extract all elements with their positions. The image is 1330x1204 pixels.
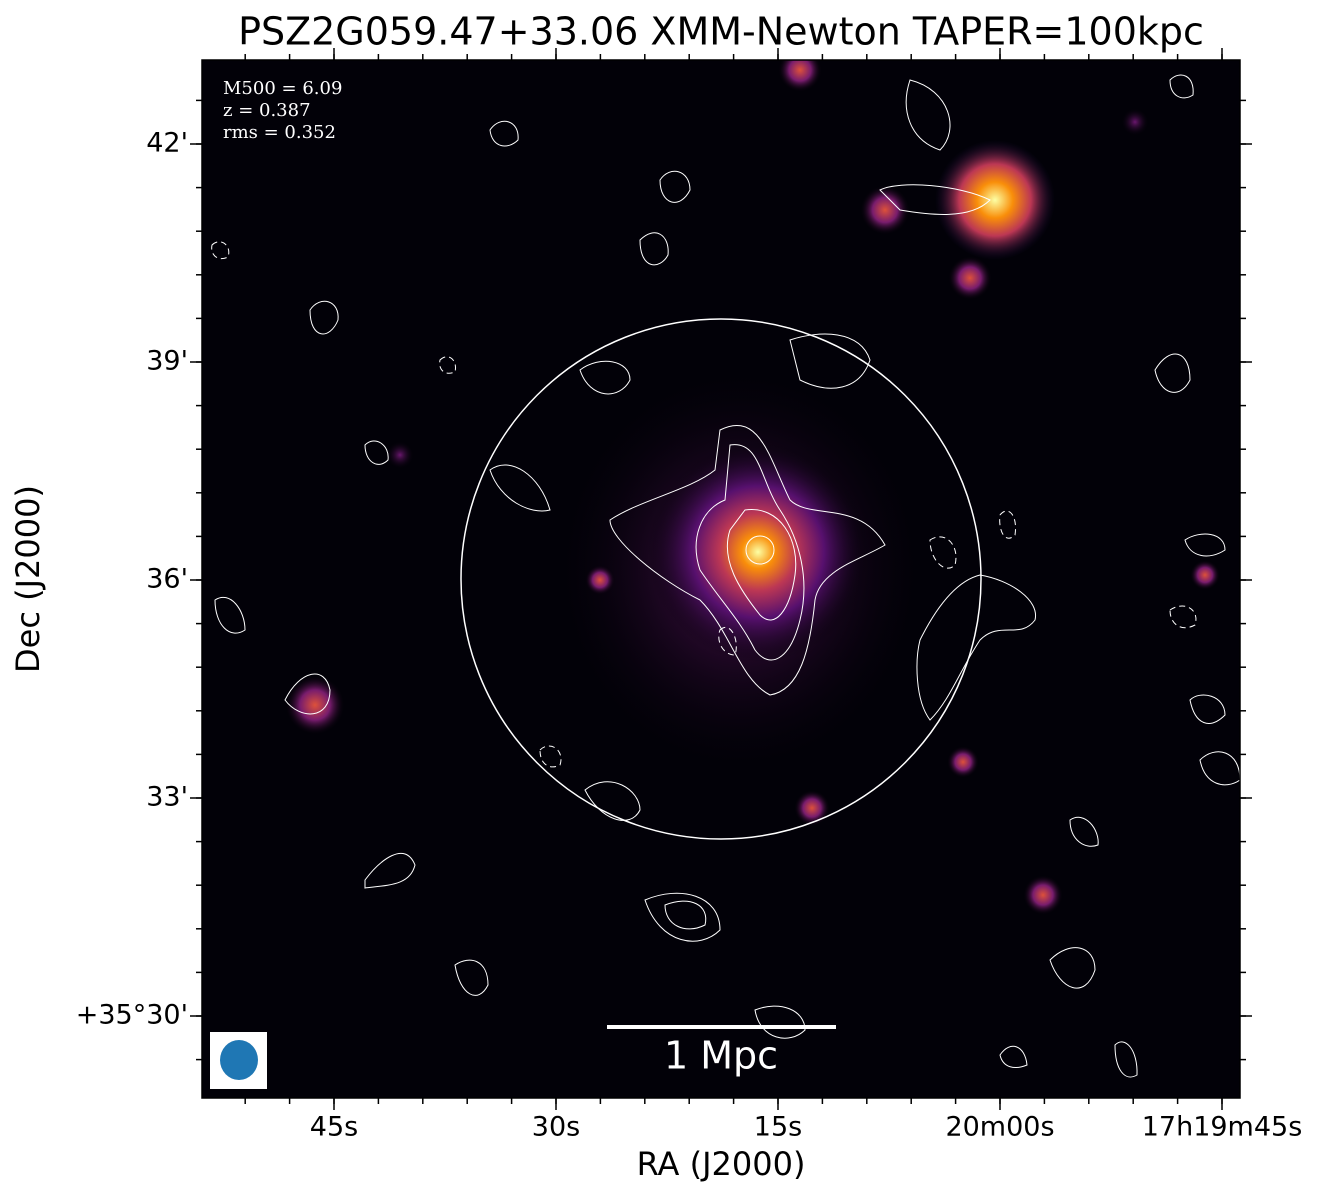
x-tick-label: 30s <box>532 1112 580 1143</box>
y-tick-label: 39' <box>146 346 188 377</box>
x-axis-label: RA (J2000) <box>637 1145 806 1183</box>
chart-title: PSZ2G059.47+33.06 XMM-Newton TAPER=100kp… <box>238 10 1204 54</box>
x-tick-label: 15s <box>754 1112 802 1143</box>
axes: 45s 30s 15s 20m00s 17h19m45s 42' 39' 36' 33' +35°… <box>76 48 1303 1143</box>
scalebar-label: 1 Mpc <box>664 1034 778 1078</box>
y-tick-label: 36' <box>146 564 188 595</box>
plot-frame <box>201 59 1241 1099</box>
y-tick-label: 33' <box>146 782 188 813</box>
annotation: rms = 0.352 <box>223 122 336 143</box>
x-tick-label: 20m00s <box>945 1112 1054 1143</box>
y-tick-label: +35°30' <box>76 1000 188 1031</box>
annotation: M500 = 6.09 <box>223 78 342 99</box>
image <box>202 60 1240 1098</box>
y-axis-label: Dec (J2000) <box>9 485 47 673</box>
annotation: z = 0.387 <box>223 100 311 121</box>
y-tick-label: 42' <box>146 128 188 159</box>
x-tick-label: 45s <box>310 1112 358 1143</box>
x-tick-label: 17h19m45s <box>1142 1112 1303 1143</box>
